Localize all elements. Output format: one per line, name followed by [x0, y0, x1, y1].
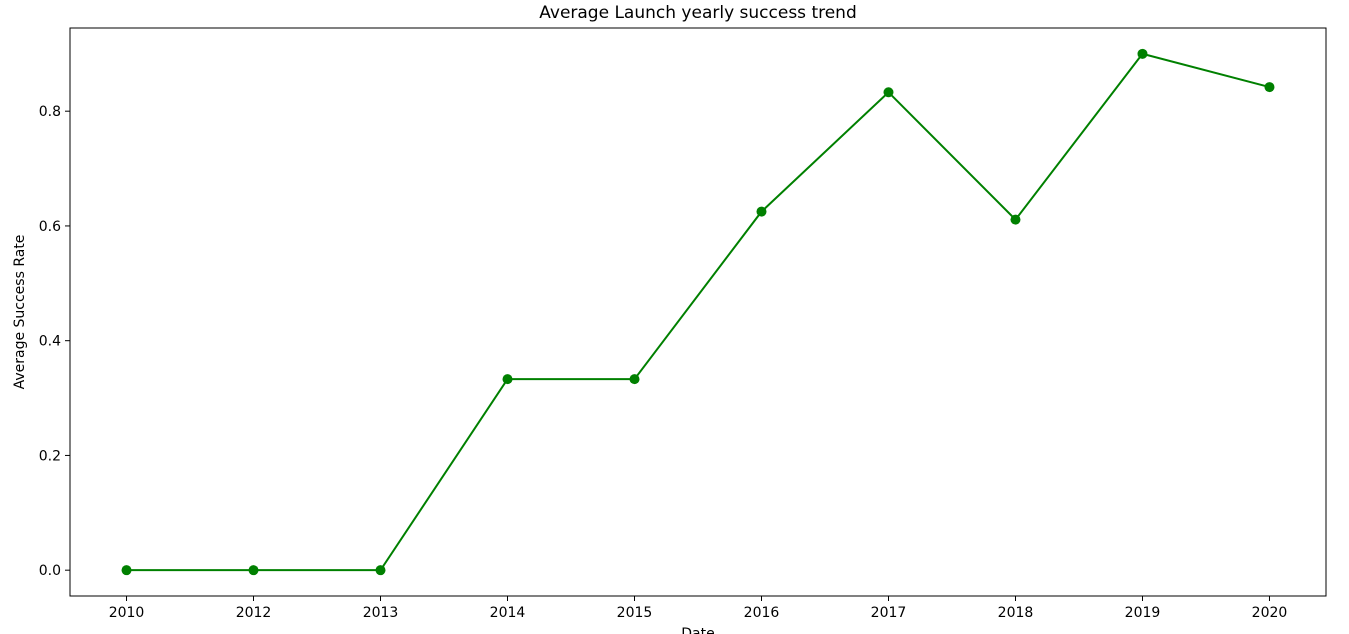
- x-tick-label: 2018: [998, 605, 1034, 621]
- x-tick-label: 2017: [871, 605, 907, 621]
- x-tick-label: 2019: [1125, 605, 1161, 621]
- data-point: [883, 87, 894, 98]
- x-tick-label: 2020: [1252, 605, 1288, 621]
- data-point: [502, 374, 513, 385]
- x-tick-label: 2013: [363, 605, 399, 621]
- chart-title: Average Launch yearly success trend: [539, 3, 857, 23]
- data-point: [1137, 48, 1148, 59]
- data-point: [756, 206, 767, 217]
- y-tick-label: 0.4: [39, 334, 61, 350]
- x-axis: 2010 2012 2013 2014 2015 2016 2017 2018 2019 2020: [109, 596, 1288, 621]
- plot-area: [69, 27, 1327, 597]
- x-tick-label: 2014: [490, 605, 526, 621]
- y-axis: 0.0 0.2 0.4 0.6 0.8: [39, 104, 70, 579]
- data-point: [1264, 82, 1275, 93]
- data-point: [1010, 214, 1021, 225]
- y-tick-label: 0.8: [39, 104, 61, 120]
- y-axis-title: Average Success Rate: [12, 235, 28, 390]
- data-point: [629, 374, 640, 385]
- data-point: [248, 565, 259, 576]
- x-tick-label: 2010: [109, 605, 145, 621]
- x-tick-label: 2012: [236, 605, 272, 621]
- x-tick-label: 2016: [744, 605, 780, 621]
- data-point: [121, 565, 132, 576]
- data-point: [375, 565, 386, 576]
- y-tick-label: 0.2: [39, 448, 61, 464]
- series-line-group: [121, 48, 1275, 576]
- series-line: [126, 52, 1270, 572]
- y-tick-label: 0.6: [39, 219, 61, 235]
- y-tick-label: 0.0: [39, 563, 61, 579]
- x-tick-label: 2015: [617, 605, 653, 621]
- x-axis-title: Date: [681, 626, 714, 634]
